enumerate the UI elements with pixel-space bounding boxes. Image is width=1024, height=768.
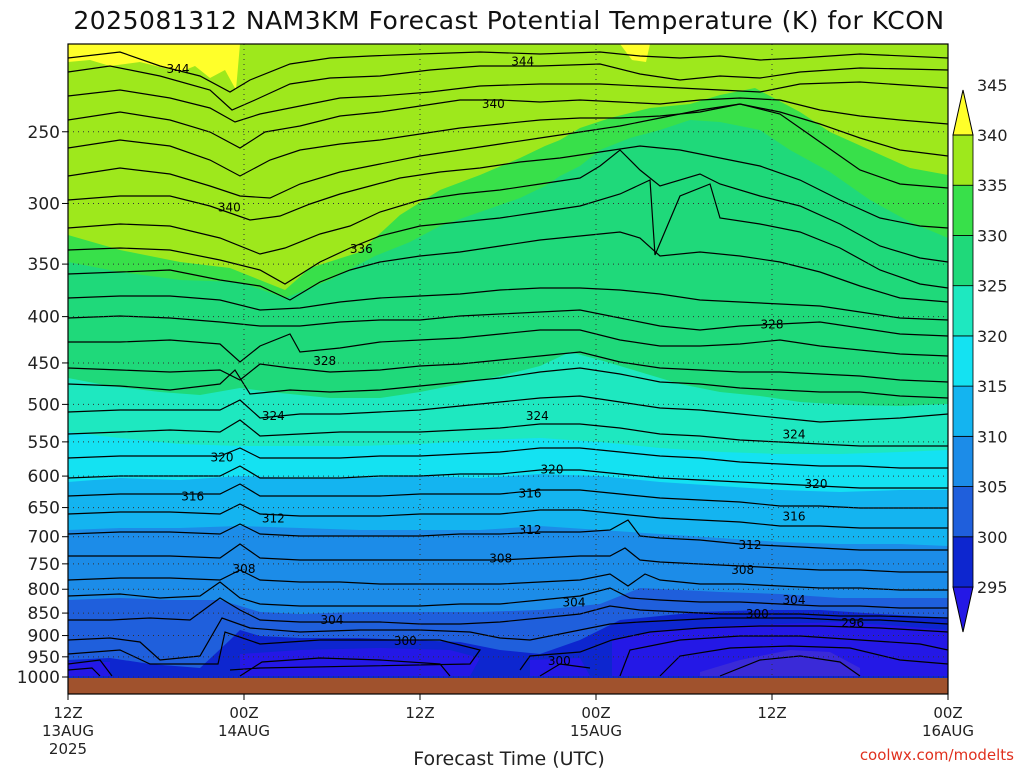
colorbar-segment (952, 536, 974, 588)
x-tick-label: 00Z (933, 704, 962, 722)
y-tick-label: 950 (28, 648, 60, 668)
y-tick-label: 1000 (17, 668, 60, 688)
contour-label: 344 (167, 62, 190, 76)
contour-label: 320 (541, 462, 564, 476)
contour-label: 316 (181, 490, 204, 504)
contour-label: 316 (783, 510, 806, 524)
contour-label: 320 (211, 450, 234, 464)
contour-label: 300 (746, 607, 769, 621)
colorbar-segment (952, 335, 974, 387)
contour-label: 324 (262, 409, 285, 423)
ground-bar (68, 678, 948, 694)
colorbar-tick-label: 305 (977, 478, 1008, 497)
y-tick-label: 850 (28, 604, 60, 624)
colorbar-tick-label: 315 (977, 377, 1008, 396)
contour-label: 304 (321, 613, 344, 627)
contour-label: 328 (313, 354, 336, 368)
colorbar-segment (952, 285, 974, 337)
contour-label: 320 (805, 477, 828, 491)
contour-label: 344 (511, 54, 534, 68)
contour-label: 340 (482, 97, 505, 111)
colorbar-segment (952, 184, 974, 236)
y-tick-label: 550 (28, 433, 60, 453)
y-tick-label: 400 (28, 308, 60, 328)
y-tick-label: 250 (28, 123, 60, 143)
colorbar-tick-label: 300 (977, 528, 1008, 547)
x-tick-label: 12Z (757, 704, 786, 722)
colorbar-tick-label: 330 (977, 226, 1008, 245)
chart-title: 2025081312 NAM3KM Forecast Potential Tem… (73, 6, 944, 35)
contour-label: 304 (563, 595, 586, 609)
contour-label: 328 (761, 317, 784, 331)
contour-label: 300 (394, 634, 417, 648)
colorbar-tick-label: 320 (977, 327, 1008, 346)
x-tick-year: 2025 (49, 740, 87, 758)
contour-label: 316 (519, 486, 542, 500)
contour-label: 324 (526, 409, 549, 423)
contour-label: 308 (489, 552, 512, 566)
y-tick-label: 350 (28, 255, 60, 275)
x-tick-label: 00Z (581, 704, 610, 722)
contour-label: 300 (548, 654, 571, 668)
contour-label: 336 (350, 242, 373, 256)
colorbar-segment (952, 385, 974, 437)
contour-label: 340 (218, 200, 241, 214)
contour-label: 304 (783, 593, 806, 607)
colorbar-tick-label: 295 (977, 578, 1008, 597)
x-tick-date: 13AUG (42, 722, 94, 740)
y-tick-label: 300 (28, 194, 60, 214)
colorbar-tick-label: 340 (977, 126, 1008, 145)
colorbar-tick-label: 310 (977, 427, 1008, 446)
x-tick-label: 00Z (229, 704, 258, 722)
plot-frame (67, 43, 949, 695)
y-tick-label: 700 (28, 528, 60, 548)
y-tick-label: 600 (28, 467, 60, 487)
y-tick-label: 650 (28, 499, 60, 519)
y-tick-label: 800 (28, 580, 60, 600)
colorbar-arrow-high (952, 89, 974, 136)
grid-lines (68, 44, 948, 678)
x-tick-label: 12Z (53, 704, 82, 722)
colorbar: 295 300 305 310 315 320 325 330 335 340 345 (952, 76, 1008, 633)
y-tick-label: 900 (28, 627, 60, 647)
contour-label: 308 (731, 563, 754, 577)
contour-label: 312 (262, 511, 285, 525)
contour-label: 312 (519, 523, 542, 537)
colorbar-tick-label: 345 (977, 76, 1008, 95)
colorbar-tick-label: 335 (977, 176, 1008, 195)
x-tick-date: 15AUG (570, 722, 622, 740)
contour-label: 324 (783, 428, 806, 442)
y-axis: 250 300 350 400 450 500 550 600 650 700 750 800 850 9… (17, 123, 68, 688)
x-tick-label: 12Z (405, 704, 434, 722)
x-tick-date: 14AUG (218, 722, 270, 740)
contour-labels: 344 344 340 340 336 328 328 324 324 324 320 320 320 3… (167, 54, 865, 668)
colorbar-segment (952, 435, 974, 487)
colorbar-segment (952, 486, 974, 538)
y-tick-label: 750 (28, 555, 60, 575)
colorbar-arrow-low (952, 586, 974, 633)
x-tick-date: 16AUG (922, 722, 974, 740)
colorbar-segment (952, 134, 974, 186)
x-axis-title: Forecast Time (UTC) (413, 748, 604, 768)
contour-label: 312 (739, 538, 762, 552)
contour-label: 296 (841, 616, 864, 630)
y-tick-label: 500 (28, 395, 60, 415)
y-tick-label: 450 (28, 354, 60, 374)
colorbar-segment (952, 235, 974, 287)
colorbar-tick-label: 325 (977, 277, 1008, 296)
contour-label: 308 (233, 562, 256, 576)
credit-text: coolwx.com/modelts (860, 746, 1014, 764)
